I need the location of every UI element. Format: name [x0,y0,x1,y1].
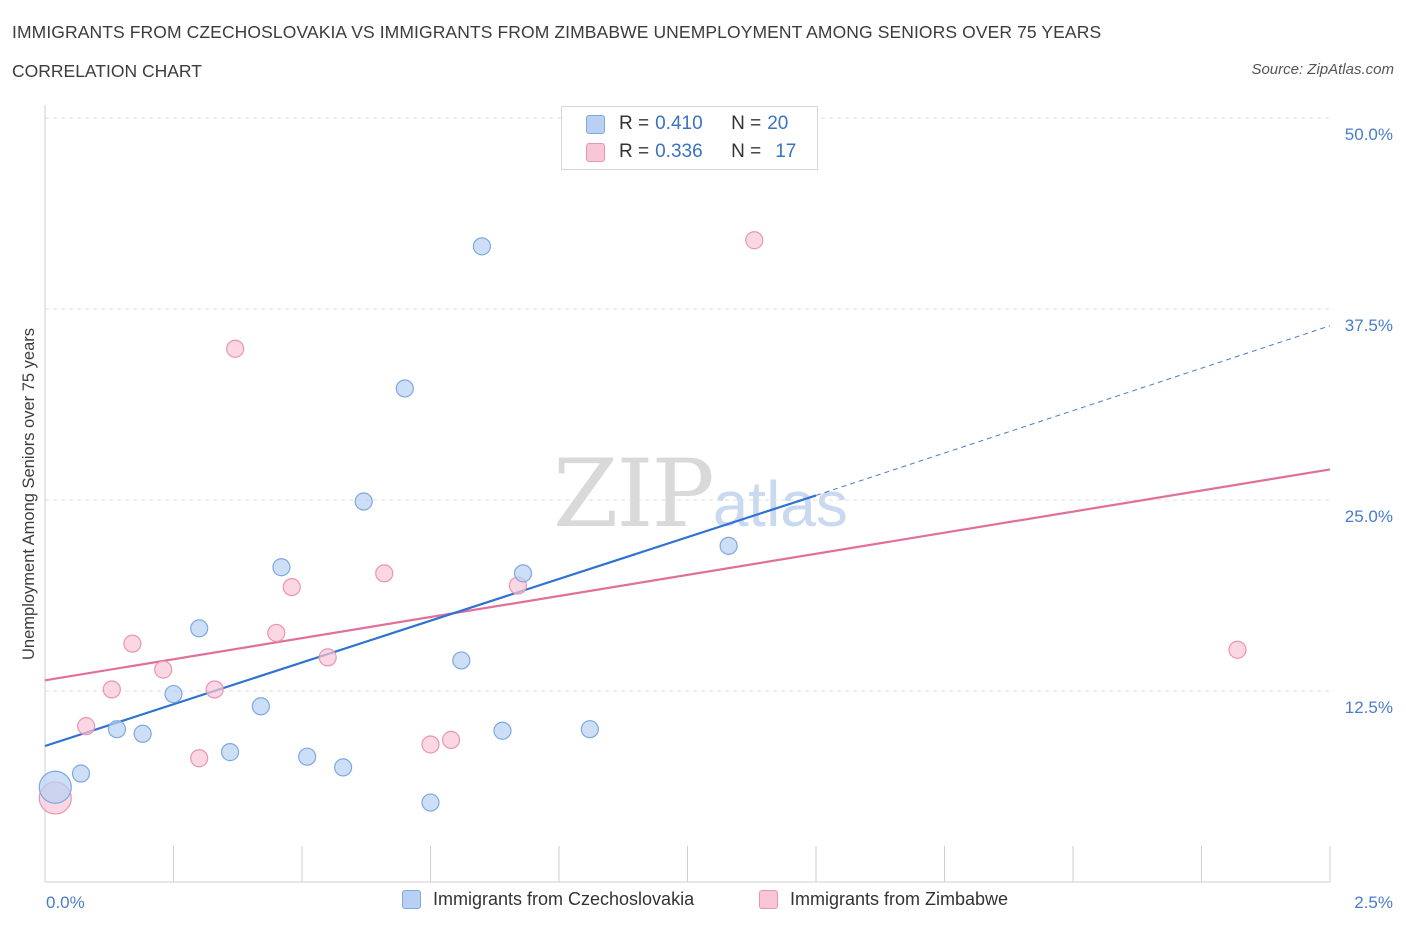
legend-swatch-zimbabwe [586,142,605,162]
point-zimbabwe [421,735,440,754]
legend-r-label: R = [619,141,650,162]
point-czechoslovakia [38,770,72,804]
point-czechoslovakia [251,697,270,716]
point-zimbabwe [102,680,121,699]
source-credit: Source: ZipAtlas.com [1251,61,1394,78]
legend-r-value: 0.336 [655,141,703,162]
y-tick-label: 25.0% [1345,507,1393,526]
point-zimbabwe [154,660,173,679]
legend-r-value: 0.410 [655,113,703,134]
point-czechoslovakia [298,747,317,766]
trend-lines [44,325,1331,748]
bottom-legend-swatch-czechoslovakia [402,890,421,909]
point-zimbabwe [318,648,337,667]
bottom-legend-label-czechoslovakia: Immigrants from Czechoslovakia [433,889,695,909]
watermark-atlas: atlas [712,468,848,540]
point-zimbabwe [77,717,96,736]
point-czechoslovakia [334,758,353,777]
point-zimbabwe [441,730,461,749]
point-zimbabwe [745,231,764,250]
legend-n-value: 20 [767,113,789,134]
point-czechoslovakia [421,793,440,812]
x-tick-label: 0.0% [46,893,85,912]
bottom-legend-zimbabwe: Immigrants from Zimbabwe [759,889,1008,910]
axes [44,105,1331,883]
point-czechoslovakia [220,743,240,762]
y-tick-label: 50.0% [1345,125,1393,144]
legend-n-label: N = [731,113,762,134]
point-zimbabwe [226,339,245,358]
legend-n-label: N = [731,141,762,162]
watermark: ZIPatlas [553,440,848,549]
legend-row-zimbabwe: R = 0.336 N = 17 [586,140,796,164]
legend-n-value: 17 [775,141,797,162]
y-tick-label: 37.5% [1345,316,1393,335]
x-tick-label: 2.5% [1354,893,1393,912]
stats-legend: R = 0.410 N = 20 R = 0.336 N = 17 [561,106,818,170]
legend-row-czechoslovakia: R = 0.410 N = 20 [586,112,788,136]
point-zimbabwe [190,749,209,768]
point-czechoslovakia [71,764,91,783]
gridlines [45,117,1330,692]
point-czechoslovakia [719,536,738,555]
point-czechoslovakia [190,619,209,638]
bottom-legend-czechoslovakia: Immigrants from Czechoslovakia [402,889,694,910]
point-czechoslovakia [472,237,491,256]
point-czechoslovakia [272,558,291,577]
trend-line-zimbabwe [44,468,1331,682]
point-czechoslovakia [493,721,512,740]
point-czechoslovakia [164,684,183,704]
trend-line-czechoslovakia-extension [815,325,1331,496]
point-zimbabwe [123,634,142,653]
data-points [38,231,1247,815]
tick-labels: 12.5% 25.0% 37.5% 50.0% 0.0% 2.5% Unemployment… [20,125,1393,912]
point-zimbabwe [267,623,286,643]
point-czechoslovakia [395,379,414,398]
chart-subtitle: CORRELATION CHART [12,61,202,81]
point-zimbabwe [375,564,394,583]
point-czechoslovakia [133,724,152,743]
y-axis-label: Unemployment Among Seniors over 75 years [20,328,38,660]
point-zimbabwe [282,577,301,597]
bottom-legend-swatch-zimbabwe [759,890,778,909]
point-czechoslovakia [513,564,533,583]
point-zimbabwe [1228,640,1247,659]
point-czechoslovakia [354,492,373,511]
legend-swatch-czechoslovakia [586,114,605,134]
point-czechoslovakia [107,720,127,739]
watermark-zip: ZIP [553,440,715,549]
point-czechoslovakia [452,651,471,670]
y-tick-label: 12.5% [1345,698,1393,717]
trend-line-czechoslovakia [44,494,817,748]
point-czechoslovakia [580,720,599,739]
legend-r-label: R = [619,113,650,134]
point-zimbabwe [205,680,224,699]
bottom-legend-label-zimbabwe: Immigrants from Zimbabwe [790,889,1009,909]
chart-title: IMMIGRANTS FROM CZECHOSLOVAKIA VS IMMIGR… [12,22,1102,42]
